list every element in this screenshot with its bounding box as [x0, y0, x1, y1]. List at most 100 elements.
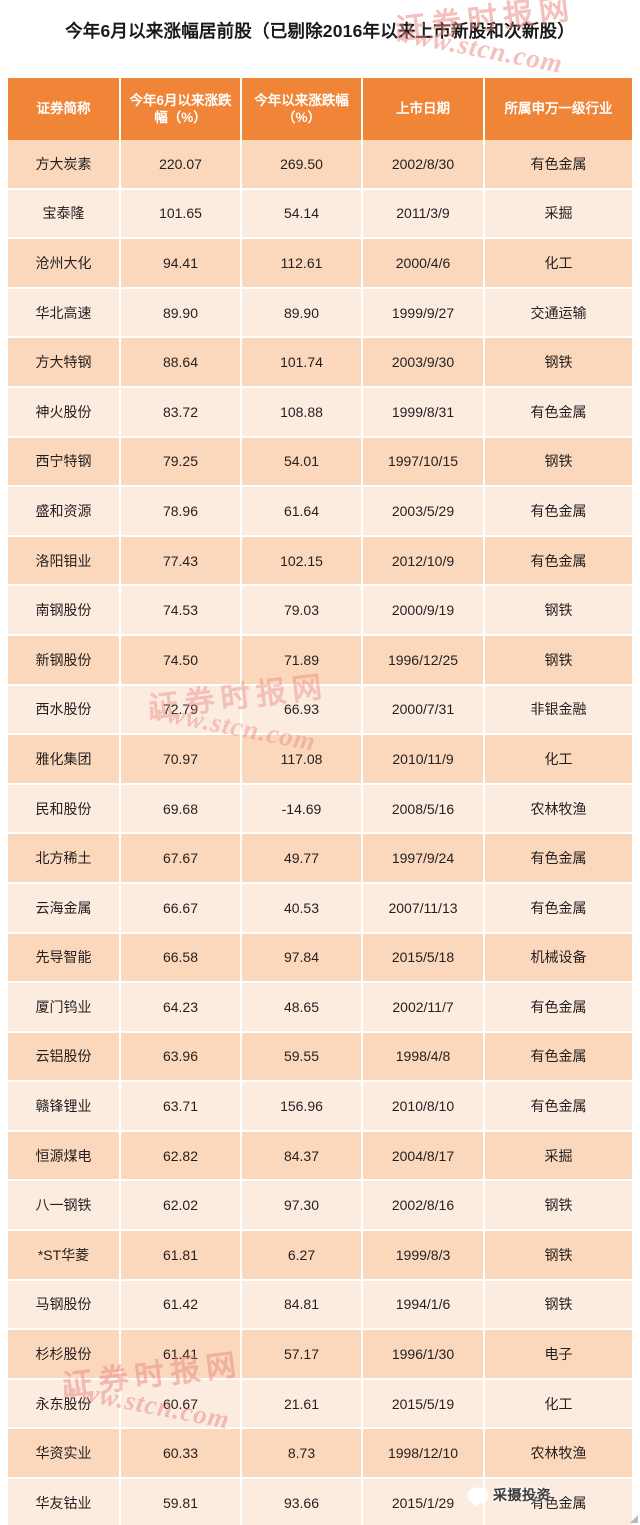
- cell-industry: 电子: [484, 1329, 632, 1380]
- table-row: 先导智能 66.58 97.84 2015/5/18 机械设备: [8, 932, 632, 984]
- corner-marker: [630, 1515, 638, 1523]
- cell-security-name: 赣锋锂业: [8, 1081, 121, 1132]
- cell-since-june: 220.07: [120, 140, 242, 190]
- cell-industry: 有色金属: [484, 140, 632, 190]
- stock-gainers-table: 证券简称 今年6月以来涨跌幅（%） 今年以来涨跌幅（%） 上市日期 所属申万一级…: [8, 78, 632, 1525]
- table-row: 云海金属 66.67 40.53 2007/11/13 有色金属: [8, 882, 632, 934]
- cell-listing-date: 2007/11/13: [362, 882, 485, 934]
- cell-listing-date: 1999/8/3: [362, 1230, 485, 1281]
- cell-listing-date: 1998/4/8: [362, 1031, 485, 1083]
- cell-industry: 化工: [484, 238, 632, 289]
- cell-industry: 钢铁: [484, 1230, 632, 1281]
- column-header-listing-date: 上市日期: [362, 78, 485, 140]
- cell-listing-date: 2011/3/9: [362, 188, 485, 240]
- table-row: 华友钴业 59.81 93.66 2015/1/29 有色金属: [8, 1478, 632, 1525]
- cell-since-june: 74.50: [120, 634, 242, 686]
- cell-listing-date: 2002/8/16: [362, 1180, 485, 1232]
- cell-ytd: 57.17: [241, 1329, 363, 1380]
- table-row: 南钢股份 74.53 79.03 2000/9/19 钢铁: [8, 585, 632, 636]
- cell-industry: 非银金融: [484, 684, 632, 736]
- cell-ytd: 84.37: [241, 1130, 363, 1182]
- cell-industry: 有色金属: [484, 486, 632, 537]
- cell-listing-date: 2010/8/10: [362, 1081, 485, 1132]
- cell-ytd: 89.90: [241, 287, 363, 339]
- cell-industry: 采掘: [484, 1130, 632, 1182]
- cell-ytd: 101.74: [241, 337, 363, 388]
- cell-listing-date: 2015/1/29: [362, 1478, 485, 1525]
- cell-security-name: 神火股份: [8, 386, 121, 438]
- cell-since-june: 61.81: [120, 1230, 242, 1281]
- cell-ytd: 97.30: [241, 1180, 363, 1232]
- cell-industry: 农林牧渔: [484, 1428, 632, 1480]
- cell-listing-date: 1998/12/10: [362, 1428, 485, 1480]
- cell-since-june: 66.67: [120, 882, 242, 934]
- cell-security-name: 西宁特钢: [8, 436, 121, 488]
- cell-ytd: 97.84: [241, 932, 363, 984]
- cell-since-june: 70.97: [120, 734, 242, 785]
- page-title: 今年6月以来涨幅居前股（已剔除2016年以来上市新股和次新股）: [65, 21, 575, 41]
- cell-listing-date: 1996/12/25: [362, 634, 485, 686]
- cell-security-name: 西水股份: [8, 684, 121, 736]
- cell-ytd: 79.03: [241, 585, 363, 636]
- cell-industry: 化工: [484, 734, 632, 785]
- cell-listing-date: 1996/1/30: [362, 1329, 485, 1380]
- cell-ytd: 21.61: [241, 1378, 363, 1430]
- table-row: 恒源煤电 62.82 84.37 2004/8/17 采掘: [8, 1130, 632, 1182]
- cell-ytd: 6.27: [241, 1230, 363, 1281]
- cell-ytd: 59.55: [241, 1031, 363, 1083]
- cell-industry: 有色金属: [484, 386, 632, 438]
- cell-security-name: 华北高速: [8, 287, 121, 339]
- cell-ytd: 102.15: [241, 535, 363, 587]
- cell-ytd: 117.08: [241, 734, 363, 785]
- table-row: 华北高速 89.90 89.90 1999/9/27 交通运输: [8, 287, 632, 339]
- cell-since-june: 89.90: [120, 287, 242, 339]
- cell-listing-date: 2012/10/9: [362, 535, 485, 587]
- table-row: 盛和资源 78.96 61.64 2003/5/29 有色金属: [8, 486, 632, 537]
- cell-since-june: 69.68: [120, 783, 242, 835]
- table-row: 杉杉股份 61.41 57.17 1996/1/30 电子: [8, 1329, 632, 1380]
- cell-industry: 钢铁: [484, 634, 632, 686]
- column-header-security-name: 证券简称: [8, 78, 121, 140]
- cell-industry: 钢铁: [484, 585, 632, 636]
- cell-listing-date: 2008/5/16: [362, 783, 485, 835]
- cell-since-june: 60.33: [120, 1428, 242, 1480]
- cell-listing-date: 2002/8/30: [362, 140, 485, 190]
- table-body: 方大炭素 220.07 269.50 2002/8/30 有色金属 宝泰隆 101.65 54…: [8, 140, 632, 1525]
- cell-listing-date: 1994/1/6: [362, 1279, 485, 1331]
- cell-listing-date: 2002/11/7: [362, 982, 485, 1033]
- cell-industry: 采掘: [484, 188, 632, 240]
- cell-since-june: 66.58: [120, 932, 242, 984]
- cell-industry: 有色金属: [484, 535, 632, 587]
- cell-ytd: 40.53: [241, 882, 363, 934]
- cell-since-june: 60.67: [120, 1378, 242, 1430]
- cell-listing-date: 1997/9/24: [362, 833, 485, 884]
- cell-ytd: 108.88: [241, 386, 363, 438]
- cell-security-name: 方大特钢: [8, 337, 121, 388]
- cell-since-june: 63.96: [120, 1031, 242, 1083]
- cell-security-name: 厦门钨业: [8, 982, 121, 1033]
- cell-since-june: 94.41: [120, 238, 242, 289]
- cell-industry: 钢铁: [484, 1279, 632, 1331]
- cell-security-name: *ST华菱: [8, 1230, 121, 1281]
- table-row: 永东股份 60.67 21.61 2015/5/19 化工: [8, 1378, 632, 1430]
- cell-listing-date: 1999/8/31: [362, 386, 485, 438]
- cell-since-june: 78.96: [120, 486, 242, 537]
- cell-listing-date: 2003/9/30: [362, 337, 485, 388]
- cell-listing-date: 2015/5/18: [362, 932, 485, 984]
- cell-ytd: 156.96: [241, 1081, 363, 1132]
- cell-since-june: 61.42: [120, 1279, 242, 1331]
- table-row: 神火股份 83.72 108.88 1999/8/31 有色金属: [8, 386, 632, 438]
- cell-security-name: 盛和资源: [8, 486, 121, 537]
- cell-security-name: 北方稀土: [8, 833, 121, 884]
- cell-industry: 机械设备: [484, 932, 632, 984]
- cell-security-name: 马钢股份: [8, 1279, 121, 1331]
- cell-since-june: 72.79: [120, 684, 242, 736]
- table-row: 新钢股份 74.50 71.89 1996/12/25 钢铁: [8, 634, 632, 686]
- cell-since-june: 59.81: [120, 1478, 242, 1525]
- table-row: 洛阳钼业 77.43 102.15 2012/10/9 有色金属: [8, 535, 632, 587]
- cell-ytd: 269.50: [241, 140, 363, 190]
- cell-since-june: 64.23: [120, 982, 242, 1033]
- cell-listing-date: 2000/4/6: [362, 238, 485, 289]
- cell-listing-date: 1999/9/27: [362, 287, 485, 339]
- cell-ytd: 71.89: [241, 634, 363, 686]
